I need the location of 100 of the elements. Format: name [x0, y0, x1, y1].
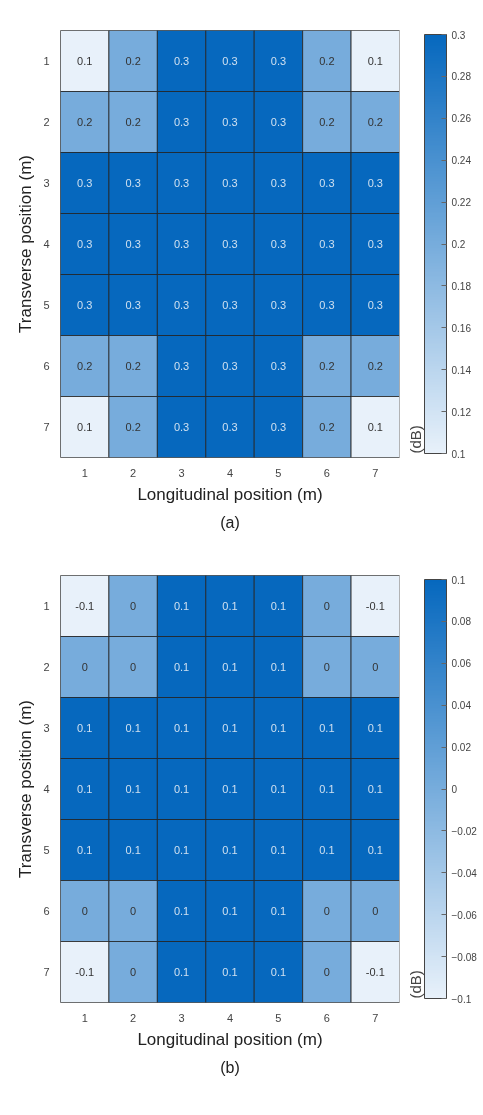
- data-label: -0.1: [75, 966, 95, 978]
- data-label: 0.1: [125, 844, 141, 856]
- data-label: 0.3: [319, 177, 335, 189]
- data-label: 0.3: [270, 299, 287, 311]
- data-label: -0.1: [75, 600, 95, 612]
- color-bar-label: 0.3: [451, 29, 466, 41]
- data-label: 0.3: [270, 177, 287, 189]
- text: (b): [220, 1058, 240, 1076]
- x-axis-title: Longitudinal position (m): [137, 484, 323, 504]
- data-label: 0.2: [367, 116, 383, 128]
- y-tick-label: 1: [43, 600, 50, 612]
- data-label: 0: [372, 661, 379, 673]
- data-label: 0.2: [367, 360, 383, 372]
- data-label: 0.1: [173, 661, 190, 673]
- data-label: 0.3: [367, 238, 383, 250]
- color-bar-title: (dB): [406, 425, 424, 454]
- data-label: 0: [130, 600, 137, 612]
- data-label: 0.1: [125, 783, 141, 795]
- color-bar-label: −0.06: [451, 909, 478, 921]
- color-bar-label: 0.24: [451, 155, 472, 167]
- data-label: 0.1: [173, 905, 190, 917]
- data-label: 0: [81, 661, 88, 673]
- data-label: 0.3: [173, 116, 190, 128]
- data-label: 0.1: [173, 783, 190, 795]
- data-label: 0.2: [319, 55, 335, 67]
- data-label: 0.1: [173, 966, 190, 978]
- x-tick-label: 1: [81, 1011, 88, 1024]
- x-tick-label: 6: [323, 466, 330, 479]
- data-label: 0.1: [77, 421, 93, 433]
- color-bar-label: 0: [451, 784, 458, 795]
- color-bar-label: 0.02: [451, 742, 472, 754]
- data-label: 0.1: [270, 722, 287, 734]
- data-label: 0.3: [173, 421, 190, 433]
- data-label: 0.3: [319, 238, 335, 250]
- x-tick-label: 2: [130, 1011, 137, 1024]
- data-label: 0.1: [222, 905, 238, 917]
- data-label: 0.3: [222, 360, 238, 372]
- color-bar-label: 0.22: [451, 197, 472, 209]
- x-tick-label: 5: [275, 1011, 282, 1024]
- data-label: 0.3: [222, 116, 238, 128]
- data-label: 0.3: [270, 116, 287, 128]
- data-label: 0.3: [222, 238, 238, 250]
- y-tick-label: 4: [43, 783, 50, 795]
- data-label: 0: [130, 905, 137, 917]
- y-tick-label: 5: [43, 844, 50, 856]
- data-label: 0.2: [77, 116, 93, 128]
- color-bar-label: 0.06: [451, 658, 472, 670]
- x-tick-label: 7: [372, 466, 379, 479]
- data-label: 0.1: [222, 722, 238, 734]
- data-label: 0.3: [77, 238, 93, 250]
- data-label: 0.1: [367, 421, 383, 433]
- data-label: 0.3: [125, 299, 141, 311]
- data-label: 0: [323, 966, 330, 978]
- data-label: 0.1: [367, 722, 383, 734]
- data-label: 0.3: [173, 177, 190, 189]
- data-label: -0.1: [365, 966, 385, 978]
- data-label: 0.3: [173, 55, 190, 67]
- data-label: 0.2: [125, 360, 141, 372]
- color-bar-label: 0.08: [451, 616, 472, 628]
- y-tick-label: 3: [43, 177, 50, 189]
- color-bar-label: 0.1: [451, 574, 466, 586]
- data-label: 0.3: [222, 421, 238, 433]
- data-label: 0: [130, 966, 137, 978]
- x-tick-label: 7: [372, 1011, 379, 1024]
- y-tick-label: 4: [43, 238, 50, 250]
- y-tick-label: 3: [43, 722, 50, 734]
- data-label: 0.2: [125, 55, 141, 67]
- y-tick-label: 2: [43, 116, 50, 128]
- x-tick-label: 6: [323, 1011, 330, 1024]
- data-label: 0.3: [77, 299, 93, 311]
- data-label: 0.1: [270, 966, 287, 978]
- data-label: 0.1: [222, 600, 238, 612]
- data-label: 0: [130, 661, 137, 673]
- y-axis-title: Transverse position (m): [16, 700, 36, 878]
- data-label: 0.1: [367, 783, 383, 795]
- color-bar-title: (dB): [406, 970, 424, 999]
- data-label: 0.1: [222, 966, 238, 978]
- color-bar-label: 0.18: [451, 280, 472, 292]
- y-tick-label: 6: [43, 905, 50, 917]
- x-tick-label: 5: [275, 466, 282, 479]
- data-label: 0.3: [125, 177, 141, 189]
- data-label: 0.1: [222, 844, 238, 856]
- data-label: 0.1: [77, 783, 93, 795]
- data-label: 0.3: [222, 177, 238, 189]
- data-label: 0.3: [270, 360, 287, 372]
- data-label: 0.3: [77, 177, 93, 189]
- data-label: 0.2: [319, 116, 335, 128]
- data-label: 0.1: [367, 55, 383, 67]
- data-label: 0.3: [173, 299, 190, 311]
- color-bar-label: 0.26: [451, 113, 472, 125]
- y-tick-label: 6: [43, 360, 50, 372]
- x-tick-label: 4: [226, 466, 234, 479]
- data-label: 0.3: [270, 238, 287, 250]
- data-label: 0.1: [319, 783, 335, 795]
- y-axis-title: Transverse position (m): [16, 155, 36, 333]
- data-label: 0.1: [222, 661, 238, 673]
- color-bar-label: −0.08: [451, 951, 478, 963]
- data-label: 0.3: [222, 55, 238, 67]
- data-label: 0.1: [270, 844, 287, 856]
- color-bar-label: −0.1: [451, 993, 472, 1005]
